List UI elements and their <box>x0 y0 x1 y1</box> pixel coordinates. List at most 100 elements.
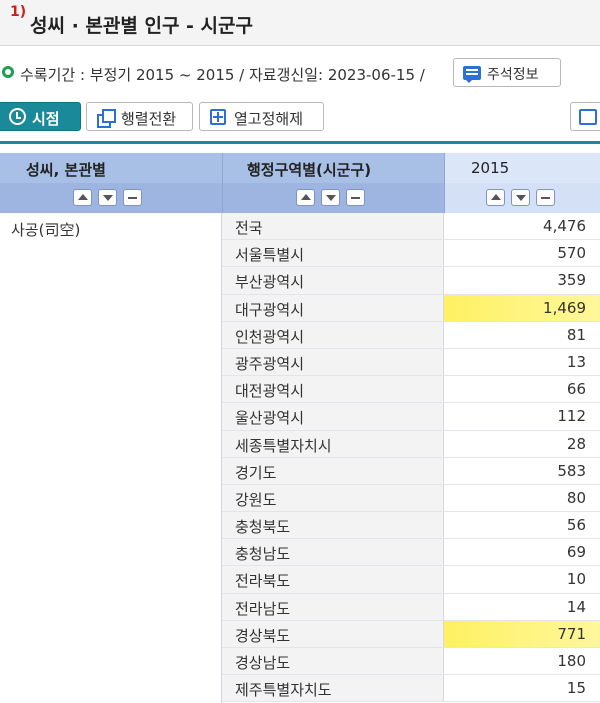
region-cell: 전국 <box>222 213 444 240</box>
value-cell: 13 <box>444 349 600 375</box>
sort-asc-icon[interactable] <box>73 189 92 206</box>
table-row: 충청남도 69 <box>222 539 600 567</box>
value-cell: 14 <box>444 594 600 620</box>
header-surname-label: 성씨, 본관별 <box>26 161 106 179</box>
sort-desc-icon[interactable] <box>321 189 340 206</box>
region-label: 대전광역시 <box>235 382 305 401</box>
value-cell: 81 <box>444 322 600 348</box>
unfix-icon <box>210 109 226 125</box>
region-label: 충청북도 <box>235 518 291 537</box>
region-cell: 충청북도 <box>222 512 444 539</box>
value-cell: 69 <box>444 539 600 565</box>
value-cell: 28 <box>444 431 600 457</box>
collapse-icon[interactable] <box>123 189 142 206</box>
region-cell: 경상남도 <box>222 648 444 675</box>
value-label: 66 <box>566 380 586 399</box>
unfix-columns-label: 열고정해제 <box>234 110 304 128</box>
sort-desc-icon[interactable] <box>511 189 530 206</box>
value-label: 13 <box>566 352 586 371</box>
table-row: 강원도 80 <box>222 484 600 513</box>
sort-desc-icon[interactable] <box>98 189 117 206</box>
region-label: 전국 <box>235 219 263 237</box>
value-cell: 112 <box>444 403 600 429</box>
region-cell: 충청남도 <box>222 539 444 566</box>
value-label: 771 <box>557 624 586 643</box>
collapse-icon[interactable] <box>346 189 365 206</box>
pivot-icon <box>97 109 116 128</box>
speech-bubble-icon <box>463 66 481 83</box>
value-cell: 4,476 <box>444 213 600 239</box>
period-info-text: 수록기간 : 부정기 2015 ~ 2015 / 자료갱신일: 2023-06-… <box>20 66 425 84</box>
region-cell: 강원도 <box>222 484 444 512</box>
header-year: 2015 <box>444 153 600 183</box>
view-point-label: 시점 <box>32 110 60 128</box>
view-point-button[interactable]: 시점 <box>0 102 81 131</box>
header-surname: 성씨, 본관별 <box>0 153 222 183</box>
region-cell: 제주특별자치도 <box>222 675 444 702</box>
value-label: 570 <box>557 244 586 263</box>
value-label: 28 <box>566 434 586 453</box>
region-cell: 광주광역시 <box>222 348 444 376</box>
value-label: 180 <box>557 652 586 670</box>
sort-asc-icon[interactable] <box>486 189 505 206</box>
highlighted-value-cell: 771 <box>444 620 600 647</box>
sort-controls-year <box>444 183 600 213</box>
value-cell: 570 <box>444 240 600 266</box>
region-label: 울산광역시 <box>235 409 305 428</box>
table-row: 대구광역시 1,469 <box>222 294 600 322</box>
region-label: 광주광역시 <box>235 354 305 373</box>
table-row: 제주특별자치도 15 <box>222 675 600 703</box>
value-label: 81 <box>566 325 586 344</box>
collapse-icon[interactable] <box>536 189 555 206</box>
value-label: 4,476 <box>543 217 586 235</box>
table-rows: 전국 4,476 서울특별시 570 부산광역시 359 대구광역시 1,469 인천광역시 81… <box>222 213 600 703</box>
value-cell: 10 <box>444 566 600 592</box>
table-row: 경상남도 180 <box>222 648 600 676</box>
value-label: 14 <box>566 597 586 616</box>
region-label: 경상남도 <box>235 654 291 672</box>
page-title: 성씨 · 본관별 인구 - 시군구 <box>30 15 253 37</box>
region-label: 경기도 <box>235 463 277 482</box>
region-label: 인천광역시 <box>235 327 305 346</box>
more-button[interactable] <box>570 102 600 131</box>
region-cell: 전라남도 <box>222 593 444 620</box>
region-cell: 대전광역시 <box>222 376 444 403</box>
header-region: 행정구역별(시군구) <box>222 153 444 183</box>
region-cell: 경기도 <box>222 457 444 484</box>
value-label: 10 <box>566 570 586 589</box>
table-row: 전라북도 10 <box>222 566 600 594</box>
edge-icon <box>579 109 597 125</box>
value-label: 80 <box>566 488 586 507</box>
region-label: 경상북도 <box>235 626 291 645</box>
value-cell: 80 <box>444 485 600 511</box>
region-cell: 세종특별자치시 <box>222 430 444 457</box>
region-label: 서울특별시 <box>235 246 305 265</box>
highlighted-value-cell: 1,469 <box>444 294 600 321</box>
region-label: 대구광역시 <box>235 300 305 319</box>
region-cell: 전라북도 <box>222 566 444 593</box>
table-row: 부산광역시 359 <box>222 267 600 295</box>
clock-icon <box>9 108 26 125</box>
region-label: 제주특별자치도 <box>235 681 332 700</box>
collection-info: 수록기간 : 부정기 2015 ~ 2015 / 자료갱신일: 2023-06-… <box>0 56 600 88</box>
value-cell: 583 <box>444 458 600 484</box>
toolbar: 시점 행렬전환 열고정해제 <box>0 100 600 136</box>
region-cell: 서울특별시 <box>222 240 444 267</box>
pivot-button[interactable]: 행렬전환 <box>86 102 193 131</box>
table-row: 울산광역시 112 <box>222 403 600 431</box>
table-row: 서울특별시 570 <box>222 240 600 268</box>
table-row: 대전광역시 66 <box>222 376 600 404</box>
title-bar: 1) 성씨 · 본관별 인구 - 시군구 <box>0 0 600 46</box>
notes-button[interactable]: 주석정보 <box>453 58 561 87</box>
sort-asc-icon[interactable] <box>296 189 315 206</box>
value-cell: 359 <box>444 267 600 293</box>
header-year-label: 2015 <box>471 159 510 177</box>
surname-label: 사공(司空) <box>11 221 81 239</box>
value-cell: 56 <box>444 512 600 538</box>
region-cell: 대구광역시 <box>222 294 444 321</box>
region-cell: 인천광역시 <box>222 321 444 348</box>
unfix-columns-button[interactable]: 열고정해제 <box>199 102 324 131</box>
header-region-label: 행정구역별(시군구) <box>247 161 372 179</box>
value-cell: 15 <box>444 675 600 701</box>
pivot-label: 행렬전환 <box>121 110 177 128</box>
